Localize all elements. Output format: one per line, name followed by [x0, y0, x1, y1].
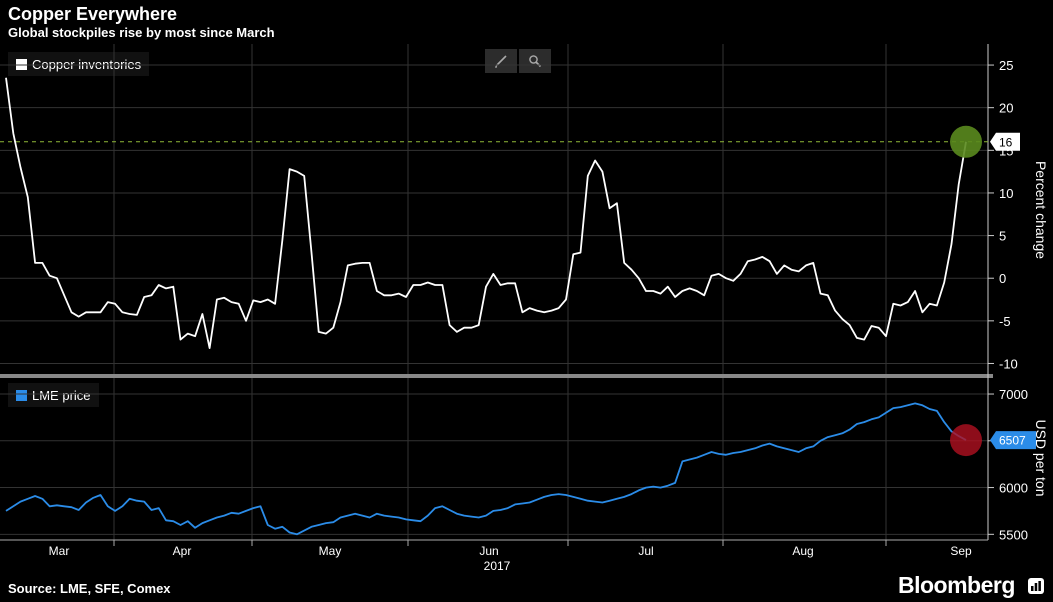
copper-inventories-line — [5, 77, 967, 350]
chart-title: Copper Everywhere — [8, 4, 178, 24]
pencil-icon — [495, 55, 507, 68]
x-tick-label-sep: Sep — [950, 544, 972, 558]
legend-lme-price[interactable]: LME price — [8, 383, 99, 407]
bottom-y-ticks: 5500600065007000 — [988, 387, 1028, 542]
y-tick-label: -10 — [999, 356, 1018, 371]
y-tick-label: 7000 — [999, 387, 1028, 402]
bottom-panel-grid — [0, 393, 988, 535]
copper-last-value-label: 16 — [999, 135, 1013, 149]
legend-swatch-white — [16, 58, 27, 70]
lme-last-point-highlight — [950, 424, 982, 457]
copper-last-value-tag: 16 — [990, 132, 1020, 151]
y-tick-label: 6000 — [999, 481, 1028, 496]
bloomberg-logo: Bloomberg — [898, 572, 1015, 598]
x-tick-label-aug: Aug — [792, 544, 813, 558]
y-tick-label: 0 — [999, 271, 1006, 286]
source-note: Source: LME, SFE, Comex — [8, 581, 171, 596]
legend-copper-inventories[interactable]: Copper inventories — [8, 52, 150, 76]
lme-last-value-label: 6507 — [999, 434, 1026, 448]
y-tick-label: 5 — [999, 229, 1006, 244]
top-panel-grid — [0, 44, 988, 540]
zoom-tool-button[interactable] — [519, 49, 551, 73]
chart-subtitle: Global stockpiles rise by most since Mar… — [8, 25, 275, 40]
legend-label-lme: LME price — [32, 387, 91, 403]
y-tick-label: 10 — [999, 186, 1013, 201]
legend-swatch-blue — [16, 389, 27, 401]
x-axis-year-label: 2017 — [484, 559, 511, 573]
bottom-y-axis-label: USD per ton — [1033, 419, 1049, 496]
x-tick-label-jul: Jul — [638, 544, 653, 558]
bloomberg-terminal-icon — [1028, 578, 1044, 594]
y-tick-label: -5 — [999, 314, 1011, 329]
lme-price-line — [5, 402, 967, 536]
top-y-axis-label: Percent change — [1033, 161, 1049, 259]
pencil-tool-button[interactable] — [485, 49, 517, 73]
copper-last-point-highlight — [950, 125, 982, 158]
x-tick-label-jun: Jun — [479, 544, 498, 558]
y-tick-label: 5500 — [999, 527, 1028, 542]
y-tick-label: 25 — [999, 58, 1013, 73]
x-tick-label-apr: Apr — [173, 544, 192, 558]
magnifier-icon — [529, 55, 542, 68]
x-tick-label-may: May — [319, 544, 342, 558]
x-axis-ticks: Mar Apr May Jun Jul Aug Sep — [49, 540, 972, 558]
y-tick-label: 20 — [999, 101, 1013, 116]
lme-last-value-tag: 6507 — [990, 431, 1036, 450]
x-tick-label-mar: Mar — [49, 544, 70, 558]
